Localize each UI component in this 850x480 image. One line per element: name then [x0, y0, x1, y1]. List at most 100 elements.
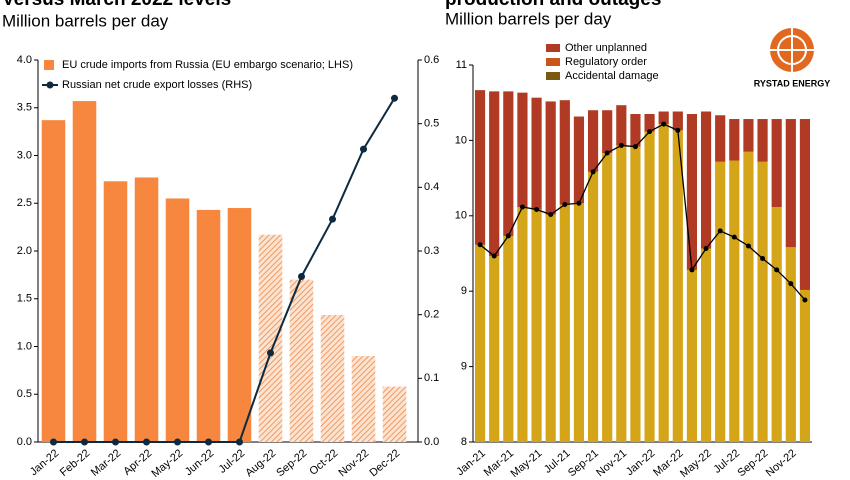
x-tick-label: Nov-21	[594, 447, 629, 479]
line-point	[632, 144, 638, 150]
bar-segment	[573, 203, 585, 442]
legend-swatch	[546, 44, 560, 52]
tick-label: 2.0	[17, 245, 32, 257]
tick-label: 9	[461, 361, 467, 373]
legend-label: Other unplanned	[565, 42, 647, 54]
line-point	[267, 349, 274, 357]
line-point	[534, 207, 540, 213]
legend-label: Accidental damage	[565, 70, 659, 82]
line-point	[661, 121, 667, 127]
bar-segment	[616, 145, 627, 442]
bar-segment	[489, 91, 500, 257]
bar	[103, 181, 128, 442]
x-tick-label: May-21	[509, 447, 545, 480]
bar	[196, 209, 221, 442]
line-point	[205, 438, 212, 446]
line-point	[112, 438, 119, 446]
line	[53, 97, 396, 443]
bar-segment	[771, 207, 782, 442]
legend-label: Regulatory order	[565, 56, 647, 68]
bar-segment	[715, 161, 726, 442]
legend-label: EU crude imports from Russia (EU embargo…	[62, 59, 353, 71]
tick-label: 8	[461, 436, 467, 448]
chart-subtitle: Million barrels per day	[445, 9, 612, 28]
tick-label: 0.0	[17, 436, 32, 448]
line-point	[477, 242, 483, 248]
bar-segment	[644, 114, 655, 132]
bar-segment	[616, 105, 627, 146]
chart-subtitle: Million barrels per day	[2, 11, 169, 30]
bar-segment	[658, 124, 669, 443]
legend-label: Russian net crude export losses (RHS)	[62, 79, 252, 91]
line-point	[590, 169, 596, 175]
line-point	[576, 200, 582, 206]
bar-segment	[799, 289, 811, 442]
bar-segment	[489, 256, 500, 442]
line-point	[647, 129, 653, 135]
bar-segment	[729, 119, 740, 161]
bar-segment	[517, 207, 528, 442]
bar-segment	[785, 247, 796, 442]
bar-segment	[531, 97, 542, 210]
bar-segment	[517, 92, 528, 208]
x-tick-label: Jun-22	[183, 447, 216, 478]
line-point	[360, 145, 367, 153]
x-tick-label: Mar-22	[89, 447, 123, 479]
bar-segment	[602, 152, 613, 442]
bar	[227, 208, 252, 442]
bar	[382, 386, 407, 442]
bar-segment	[771, 119, 782, 208]
bar-segment	[743, 151, 754, 442]
x-tick-label: Dec-22	[367, 447, 402, 479]
x-tick-label: Sep-22	[735, 447, 770, 479]
bar-segment	[644, 131, 655, 442]
x-tick-label: May-22	[149, 447, 185, 480]
bar-segment	[531, 209, 542, 442]
x-tick-label: Aug-22	[243, 447, 278, 479]
x-tick-label: May-22	[678, 447, 714, 480]
bar-segment	[799, 119, 811, 290]
tick-label: 0.0	[424, 436, 439, 448]
line-point	[391, 94, 398, 102]
tick-label: 1.5	[17, 293, 32, 305]
bar-segment	[559, 204, 570, 442]
line-point	[174, 438, 181, 446]
bar-segment	[587, 110, 599, 172]
bar-segment	[785, 119, 796, 248]
line-point	[81, 438, 88, 446]
line-point	[760, 256, 766, 262]
x-tick-label: Sep-21	[566, 447, 601, 479]
line-point	[519, 204, 525, 210]
tick-label: 11	[456, 59, 467, 71]
bar-segment	[602, 110, 613, 153]
bar-segment	[757, 161, 768, 442]
bar-segment	[630, 114, 641, 147]
tick-label: 0.5	[17, 388, 32, 400]
bar-segment	[559, 100, 570, 205]
line-point	[689, 267, 695, 273]
bar-segment	[700, 248, 712, 442]
x-tick-label: Apr-22	[121, 447, 154, 477]
tick-label: 2.5	[17, 197, 32, 209]
legend-swatch	[46, 81, 54, 89]
x-tick-label: Nov-22	[336, 447, 371, 479]
bar	[72, 101, 97, 442]
line-point	[745, 243, 751, 249]
bar-segment	[672, 130, 683, 442]
tick-label: 0.6	[424, 54, 439, 66]
tick-label: 9	[461, 285, 467, 297]
chart-title: production and outages	[445, 0, 661, 10]
line-point	[562, 201, 568, 207]
bar-segment	[743, 119, 754, 152]
tick-label: 0.2	[424, 309, 439, 321]
tick-label: 0.5	[424, 118, 439, 130]
line-point	[717, 228, 723, 234]
line-point	[731, 234, 737, 240]
line-point	[788, 281, 794, 287]
line-point	[675, 127, 681, 133]
bar	[134, 177, 159, 442]
logo-text: RYSTAD ENERGY	[754, 78, 831, 88]
bar	[320, 314, 345, 442]
x-tick-label: Jul-22	[217, 447, 248, 475]
